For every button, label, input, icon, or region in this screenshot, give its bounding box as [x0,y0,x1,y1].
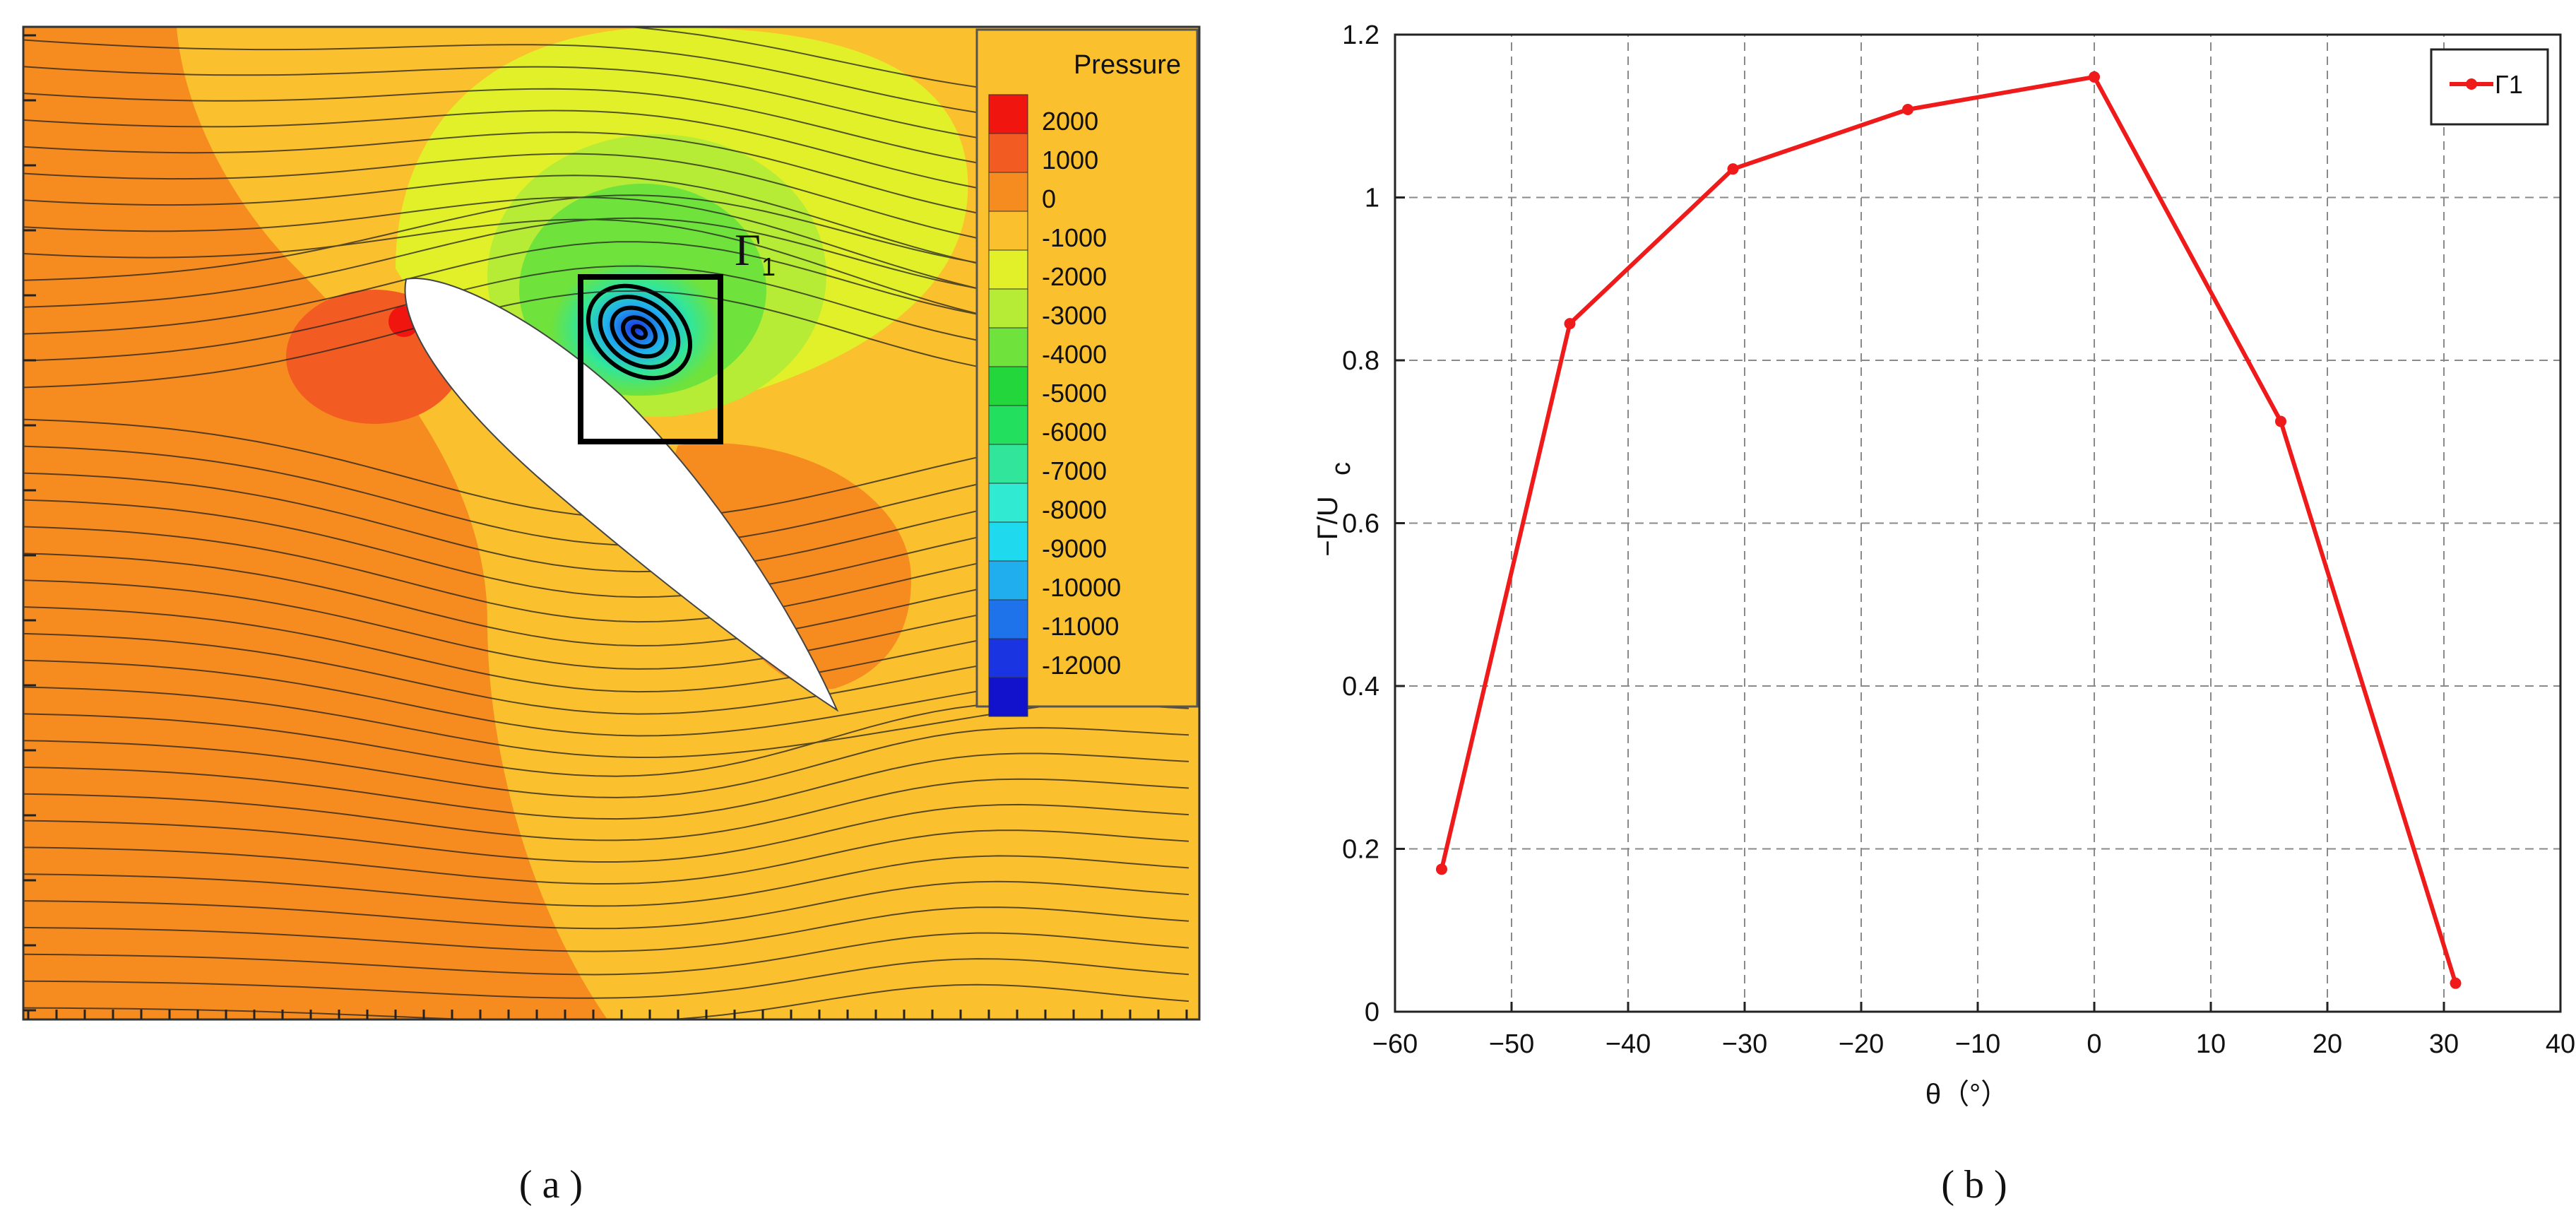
legend-swatch [988,599,1028,639]
legend-swatch [988,483,1028,523]
streamline [23,752,1189,820]
data-point [1436,863,1447,875]
airfoil [404,278,839,712]
chart-series [1436,71,2462,989]
circulation-chart: −60 −50 −40 −30 −20 −10 0 10 20 30 40 0 0.2 0.4 0.6 0.8… [1312,20,2575,1207]
streamline [23,855,1189,907]
streamline [23,983,1189,1019]
x-tick-label: 10 [2196,1029,2226,1059]
legend-value: -3000 [1042,301,1107,330]
legend-series-marker [2466,78,2477,90]
chart-legend-box [2430,48,2549,126]
vortex-highlight-box [578,274,723,444]
y-axis-title: −Γ/U [1312,496,1343,556]
y-tick-label: 0 [1365,998,1379,1027]
streamline [23,829,1189,885]
data-point [2089,71,2100,83]
data-point [1727,163,1739,175]
legend-value: -10000 [1042,573,1121,602]
streamline [23,906,1189,952]
x-tick-label: −20 [1839,1029,1884,1059]
vortex-spiral [586,283,693,381]
chart-legend: Γ1 [2430,48,2549,126]
legend-swatch [988,444,1028,484]
x-tick-label: −60 [1372,1029,1418,1059]
streamline [23,880,1189,930]
legend-title: Pressure [1074,50,1181,80]
data-point [2275,415,2286,427]
x-tick-label: −40 [1605,1029,1651,1059]
x-tick-label: 0 [2087,1029,2101,1059]
x-tick-label: −30 [1722,1029,1767,1059]
panel-a-label: ( a ) [519,1163,583,1207]
legend-swatch [988,249,1028,290]
y-tick-label: 1.2 [1342,20,1379,50]
legend-value: 0 [1042,184,1056,213]
x-tick-label: 40 [2546,1029,2575,1059]
legend-value: -4000 [1042,340,1107,369]
chart-ticks: −60 −50 −40 −30 −20 −10 0 10 20 30 40 0 0.2 0.4 0.6 0.8… [1342,20,2575,1059]
legend-value: -5000 [1042,379,1107,408]
legend-swatch [988,133,1028,173]
chart-grid [1395,35,2560,1012]
y-tick-label: 0.2 [1342,835,1379,865]
y-tick-label: 0.4 [1342,672,1379,702]
legend-swatch [988,521,1028,562]
y-tick-label: 0.6 [1342,509,1379,539]
contour-ticks [23,34,1188,1019]
pressure-contour-panel: Γ 1 Pressure 2000 1000 0 -1000 -2000 -3000 -40… [22,25,1201,1207]
legend-swatch [988,211,1028,251]
field-orange-bulge [672,443,911,690]
legend-swatch [988,172,1028,212]
data-point [1902,104,1913,116]
legend-swatch [988,560,1028,601]
legend-swatch [988,366,1028,406]
x-tick-label: −10 [1955,1029,2000,1059]
legend-value: -6000 [1042,418,1107,447]
x-axis-title: θ（°） [1925,1079,2009,1110]
streamline [23,932,1189,976]
legend-swatch [988,94,1028,134]
y-tick-label: 0.8 [1342,346,1379,376]
legend-swatch [988,288,1028,329]
y-axis-title-subscript: c [1326,462,1356,475]
legend-value: -12000 [1042,651,1121,680]
legend-value: -8000 [1042,495,1107,524]
legend-value: 1000 [1042,146,1098,175]
panel-b-label: ( b ) [1941,1163,2007,1207]
streamline [23,803,1189,863]
legend-swatch [988,638,1028,678]
y-axis-title-group: −Γ/U c [1312,462,1356,557]
streamline [23,727,1189,798]
vortex-gamma-label: Γ [735,225,761,275]
legend-series-label: Γ1 [2495,70,2523,99]
x-tick-label: 20 [2313,1029,2342,1059]
data-point [1564,318,1576,330]
legend-swatch [988,405,1028,445]
contour-frame [22,25,1201,1021]
legend-value: 2000 [1042,107,1098,136]
legend-value: -2000 [1042,262,1107,291]
y-tick-label: 1 [1365,184,1379,213]
legend-value: -1000 [1042,223,1107,252]
x-tick-label: −50 [1489,1029,1534,1059]
legend-value: -7000 [1042,456,1107,485]
streamline [23,778,1189,841]
legend-swatch [988,327,1028,367]
x-tick-label: 30 [2429,1029,2459,1059]
vortex-gamma-subscript: 1 [761,252,776,281]
legend-value: -9000 [1042,534,1107,563]
legend-value: -11000 [1042,612,1119,641]
legend-swatch [988,677,1028,717]
data-point [2450,977,2462,989]
series-line [1440,74,2458,984]
pressure-legend: Pressure 2000 1000 0 -1000 -2000 -3000 -4000 -5… [975,28,1199,717]
streamline [23,958,1189,999]
